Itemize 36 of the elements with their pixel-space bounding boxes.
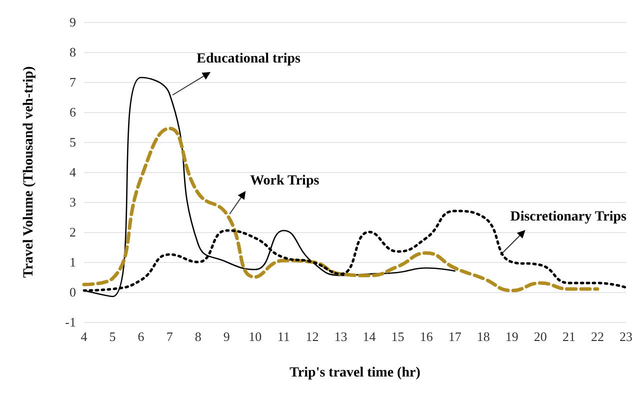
y-tick-label: 2 — [70, 224, 76, 240]
x-tick-label: 20 — [534, 329, 547, 344]
y-tick-label: 4 — [70, 164, 76, 180]
y-tick-label: 6 — [70, 104, 76, 120]
x-tick-label: 11 — [277, 329, 290, 344]
y-tick-label: 9 — [70, 14, 76, 30]
x-tick-label: 8 — [194, 329, 202, 344]
x-tick-label: 22 — [590, 329, 604, 344]
x-tick-label: 21 — [562, 329, 576, 344]
x-tick-label: 19 — [505, 329, 518, 344]
x-tick-label: 9 — [223, 329, 230, 344]
x-tick-label: 5 — [109, 329, 116, 344]
x-tick-label: 15 — [391, 329, 404, 344]
annotation: Educational trips — [196, 52, 302, 66]
x-tick-label: 14 — [362, 329, 376, 344]
y-tick-label: 8 — [70, 44, 76, 60]
y-axis-title: Travel Volume (Thousand veh-trip) — [22, 66, 36, 278]
x-tick-label: 16 — [420, 329, 434, 344]
x-tick-label: 10 — [248, 329, 262, 344]
y-tick-label: 5 — [70, 134, 76, 150]
y-tick-label: 7 — [70, 74, 76, 90]
annotation: Work Trips — [250, 174, 320, 188]
y-tick-label: 3 — [70, 194, 76, 210]
y-tick-label: 1 — [70, 254, 76, 270]
x-tick-label: 6 — [138, 329, 145, 344]
x-tick-label: 18 — [476, 329, 490, 344]
x-tick-label: 12 — [306, 329, 319, 344]
x-tick-label: 23 — [620, 329, 632, 344]
x-tick-label: 4 — [80, 329, 88, 344]
x-axis-title: Trip's travel time (hr) — [290, 366, 421, 380]
y-tick-label: 0 — [70, 284, 76, 300]
y-tick-label: -1 — [65, 314, 76, 330]
x-tick-label: 13 — [334, 329, 348, 344]
annotation: Discretionary Trips — [510, 210, 628, 224]
x-tick-label: 17 — [448, 329, 462, 344]
x-tick-label: 7 — [166, 329, 174, 344]
